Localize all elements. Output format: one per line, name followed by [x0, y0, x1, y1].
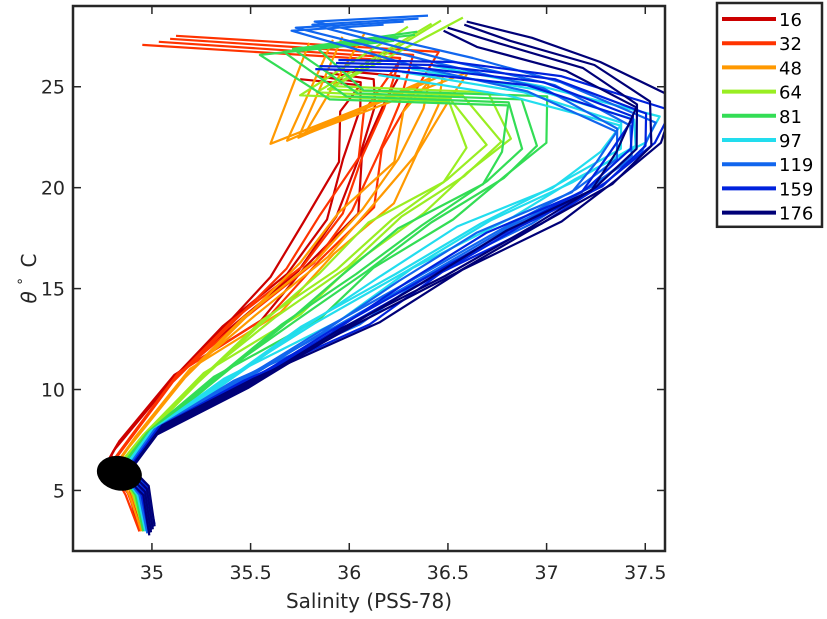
x-tick-label: 35 [140, 562, 164, 584]
legend-label-119: 119 [779, 155, 813, 176]
y-axis-label-symbol: θ [17, 291, 41, 303]
legend-label-97: 97 [779, 131, 802, 152]
x-tick-label: 35.5 [229, 562, 271, 584]
series-layer [104, 14, 665, 536]
y-axis: 5 10 15 20 25 [41, 77, 665, 502]
x-axis: 35 35.5 36 36.5 37 37.5 [140, 6, 666, 584]
legend-label-64: 64 [779, 83, 802, 104]
series-line-119 [127, 14, 657, 525]
y-tick-label: 5 [53, 480, 65, 502]
x-tick-label: 37.5 [624, 562, 666, 584]
y-tick-label: 10 [41, 380, 65, 402]
series-line-159 [124, 68, 634, 534]
series-line-32 [112, 37, 415, 526]
legend-label-159: 159 [779, 179, 813, 200]
series-line-176 [129, 20, 665, 527]
series-line-159 [129, 58, 665, 525]
legend-label-81: 81 [779, 107, 802, 128]
y-axis-label: θ ° C [9, 254, 41, 304]
y-tick-label: 15 [41, 279, 65, 301]
x-tick-label: 36 [337, 562, 361, 584]
black-cluster [96, 455, 142, 491]
legend: 16 32 48 64 81 97 119 159 176 [715, 1, 824, 229]
legend-label-176: 176 [779, 204, 813, 225]
series-line-81 [123, 30, 549, 523]
y-axis-label-degree: ° [16, 278, 32, 285]
series-line-16 [104, 78, 362, 532]
legend-label-32: 32 [779, 34, 802, 55]
x-tick-label: 37 [535, 562, 559, 584]
legend-label-16: 16 [779, 10, 802, 31]
y-tick-label: 20 [41, 178, 65, 200]
x-tick-label: 36.5 [427, 562, 469, 584]
x-axis-label: Salinity (PSS-78) [286, 589, 452, 613]
legend-label-48: 48 [779, 58, 802, 79]
plot-area-frame [71, 4, 667, 553]
series-line-16 [108, 72, 377, 526]
series-line-81 [120, 36, 524, 529]
y-tick-label: 25 [41, 77, 65, 99]
y-axis-label-unit: C [17, 254, 41, 268]
black-cluster-blob [96, 455, 142, 491]
